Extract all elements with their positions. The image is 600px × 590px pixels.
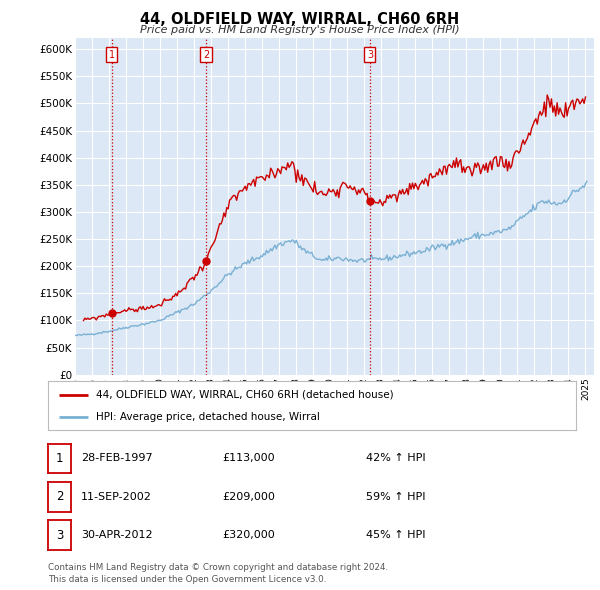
Text: 42% ↑ HPI: 42% ↑ HPI: [366, 454, 425, 463]
Text: HPI: Average price, detached house, Wirral: HPI: Average price, detached house, Wirr…: [95, 412, 319, 422]
Text: £113,000: £113,000: [222, 454, 275, 463]
Text: 1: 1: [56, 452, 63, 465]
Text: £320,000: £320,000: [222, 530, 275, 540]
Text: 44, OLDFIELD WAY, WIRRAL, CH60 6RH: 44, OLDFIELD WAY, WIRRAL, CH60 6RH: [140, 12, 460, 27]
Text: £209,000: £209,000: [222, 492, 275, 502]
Text: 28-FEB-1997: 28-FEB-1997: [81, 454, 152, 463]
Text: Contains HM Land Registry data © Crown copyright and database right 2024.
This d: Contains HM Land Registry data © Crown c…: [48, 563, 388, 584]
Text: 45% ↑ HPI: 45% ↑ HPI: [366, 530, 425, 540]
Text: 3: 3: [56, 529, 63, 542]
Text: 2: 2: [56, 490, 63, 503]
Text: 30-APR-2012: 30-APR-2012: [81, 530, 152, 540]
Text: 2: 2: [203, 50, 209, 60]
Text: 3: 3: [367, 50, 373, 60]
Text: 44, OLDFIELD WAY, WIRRAL, CH60 6RH (detached house): 44, OLDFIELD WAY, WIRRAL, CH60 6RH (deta…: [95, 389, 393, 399]
Text: 59% ↑ HPI: 59% ↑ HPI: [366, 492, 425, 502]
Text: Price paid vs. HM Land Registry's House Price Index (HPI): Price paid vs. HM Land Registry's House …: [140, 25, 460, 35]
Text: 11-SEP-2002: 11-SEP-2002: [81, 492, 152, 502]
Text: 1: 1: [109, 50, 115, 60]
